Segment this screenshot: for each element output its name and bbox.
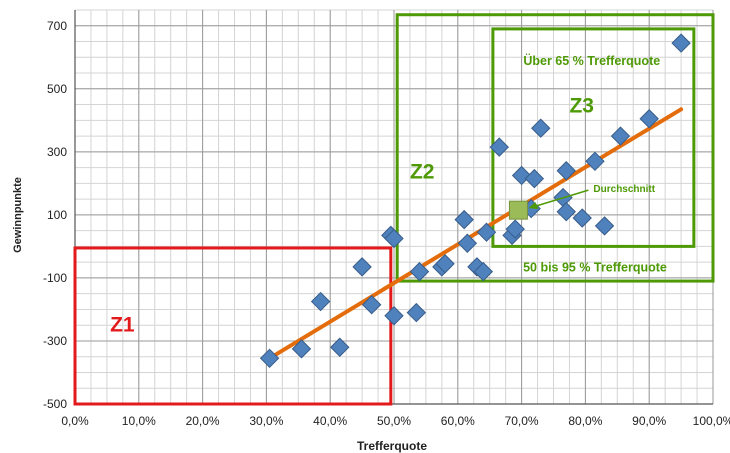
data-point [489,137,509,157]
data-point [572,208,592,228]
data-point [454,209,474,230]
data-point [259,348,280,369]
x-tick-label: 80,0% [568,414,602,428]
zone-labels: Z1 Z2 Z3 Über 65 % Trefferquote 50 bis 95 % … [110,53,667,336]
zone-label-z3: Z3 [569,94,594,117]
data-point [291,339,312,359]
x-tick-label: 10,0% [122,414,156,428]
x-axis-label: Trefferquote [357,439,427,453]
data-point [361,295,382,315]
data-point [585,151,605,172]
x-tick-label: 90,0% [632,414,666,428]
zone-box-z1 [73,246,393,406]
data-point [524,168,545,189]
data-point [610,126,631,146]
average-layer: Durchschnitt [508,184,656,220]
data-point [384,228,404,249]
data-point [639,109,659,129]
data-point [330,337,350,357]
y-axis-label: Gewinnpunkte [12,177,24,253]
data-point [409,261,430,282]
zone-box-z2 [395,13,715,283]
zone-label-z2: Z2 [410,161,435,184]
x-tick-label: 20,0% [186,414,220,428]
x-tick-label: 0,0% [61,414,89,428]
y-tick-label: 100 [47,208,67,222]
average-point [508,200,528,220]
zone-box-z3 [491,27,696,248]
x-tick-label: 60,0% [441,414,475,428]
data-point [594,216,615,236]
y-tick-label: -100 [43,271,67,285]
x-tick-label: 70,0% [505,414,539,428]
data-point [457,233,478,253]
data-point [556,202,576,222]
trendline [267,107,684,361]
x-tick-labels: 0,0% 10,0% 20,0% 30,0% 40,0% 50,0% 60,0% 70,0% 8… [61,414,730,428]
zone-boxes [73,13,715,406]
data-point [505,219,525,239]
average-label: Durchschnitt [593,184,655,195]
y-tick-label: -500 [43,397,67,411]
data-point [671,33,691,53]
zone-caption-z2: 50 bis 95 % Trefferquote [523,261,667,275]
trendline-layer [267,107,684,361]
average-pointer-arrowhead [528,202,539,210]
data-point [476,222,497,242]
zone-caption-z3: Über 65 % Trefferquote [523,53,660,68]
average-pointer-line [532,189,589,208]
x-tick-label: 30,0% [249,414,283,428]
data-point [473,261,494,282]
y-tick-label: -300 [43,334,67,348]
data-point [435,254,455,274]
y-tick-labels: -500 -300 -100 100 300 500 700 [43,19,67,411]
y-tick-label: 500 [47,82,67,96]
data-point [406,302,427,323]
data-point [384,306,404,326]
x-tick-label: 40,0% [313,414,347,428]
data-point [531,118,551,138]
data-points [259,33,691,369]
data-point [310,291,331,312]
data-point [556,161,576,181]
x-tick-label: 50,0% [377,414,411,428]
y-tick-label: 700 [47,19,67,33]
x-tick-label: 100,0% [693,414,730,428]
zone-label-z1: Z1 [110,314,135,337]
y-tick-label: 300 [47,145,67,159]
data-point [352,257,372,277]
